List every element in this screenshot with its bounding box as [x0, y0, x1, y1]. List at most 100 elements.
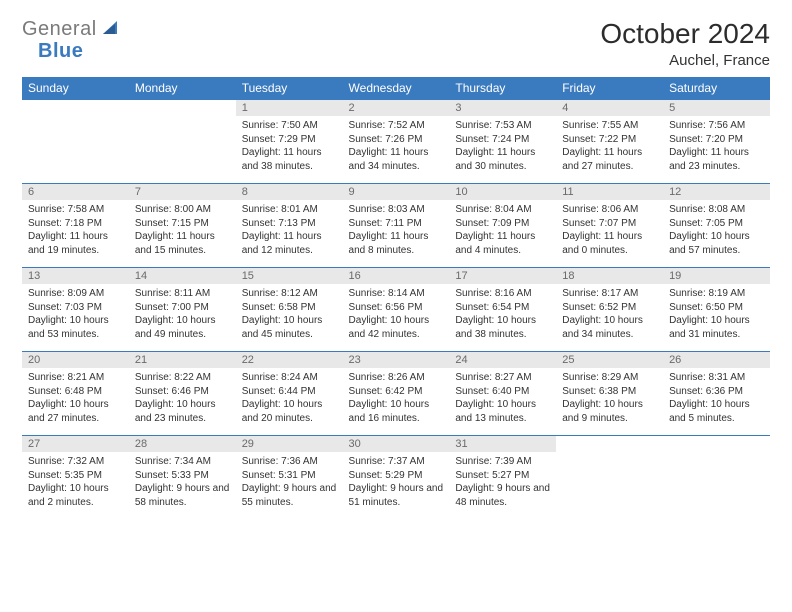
- calendar-day: 5Sunrise: 7:56 AMSunset: 7:20 PMDaylight…: [663, 100, 770, 184]
- calendar-week: 13Sunrise: 8:09 AMSunset: 7:03 PMDayligh…: [22, 268, 770, 352]
- calendar-day: 29Sunrise: 7:36 AMSunset: 5:31 PMDayligh…: [236, 436, 343, 520]
- day-body: Sunrise: 8:06 AMSunset: 7:07 PMDaylight:…: [556, 200, 663, 260]
- calendar-day: 26Sunrise: 8:31 AMSunset: 6:36 PMDayligh…: [663, 352, 770, 436]
- calendar-table: SundayMondayTuesdayWednesdayThursdayFrid…: [22, 77, 770, 520]
- day-number: 29: [236, 436, 343, 452]
- calendar-day: 27Sunrise: 7:32 AMSunset: 5:35 PMDayligh…: [22, 436, 129, 520]
- day-number: 28: [129, 436, 236, 452]
- day-number: 17: [449, 268, 556, 284]
- day-body: Sunrise: 8:26 AMSunset: 6:42 PMDaylight:…: [343, 368, 450, 428]
- calendar-day: 13Sunrise: 8:09 AMSunset: 7:03 PMDayligh…: [22, 268, 129, 352]
- day-number: 11: [556, 184, 663, 200]
- day-number: 6: [22, 184, 129, 200]
- day-body: Sunrise: 8:08 AMSunset: 7:05 PMDaylight:…: [663, 200, 770, 260]
- day-body: Sunrise: 7:58 AMSunset: 7:18 PMDaylight:…: [22, 200, 129, 260]
- day-number: 20: [22, 352, 129, 368]
- calendar-day: 3Sunrise: 7:53 AMSunset: 7:24 PMDaylight…: [449, 100, 556, 184]
- day-number: 19: [663, 268, 770, 284]
- calendar-day: 9Sunrise: 8:03 AMSunset: 7:11 PMDaylight…: [343, 184, 450, 268]
- calendar-day: 20Sunrise: 8:21 AMSunset: 6:48 PMDayligh…: [22, 352, 129, 436]
- day-body: Sunrise: 8:17 AMSunset: 6:52 PMDaylight:…: [556, 284, 663, 344]
- day-number: 14: [129, 268, 236, 284]
- day-body: Sunrise: 7:34 AMSunset: 5:33 PMDaylight:…: [129, 452, 236, 512]
- day-body: Sunrise: 7:56 AMSunset: 7:20 PMDaylight:…: [663, 116, 770, 176]
- calendar-day: 4Sunrise: 7:55 AMSunset: 7:22 PMDaylight…: [556, 100, 663, 184]
- day-number: 16: [343, 268, 450, 284]
- calendar-day: 23Sunrise: 8:26 AMSunset: 6:42 PMDayligh…: [343, 352, 450, 436]
- day-body: Sunrise: 7:37 AMSunset: 5:29 PMDaylight:…: [343, 452, 450, 512]
- day-number: 12: [663, 184, 770, 200]
- day-number: 30: [343, 436, 450, 452]
- calendar-body: ....1Sunrise: 7:50 AMSunset: 7:29 PMDayl…: [22, 100, 770, 520]
- day-number: 26: [663, 352, 770, 368]
- day-number: 10: [449, 184, 556, 200]
- calendar-day: 30Sunrise: 7:37 AMSunset: 5:29 PMDayligh…: [343, 436, 450, 520]
- day-number: 25: [556, 352, 663, 368]
- day-number: 31: [449, 436, 556, 452]
- calendar-day: 14Sunrise: 8:11 AMSunset: 7:00 PMDayligh…: [129, 268, 236, 352]
- calendar-day: 12Sunrise: 8:08 AMSunset: 7:05 PMDayligh…: [663, 184, 770, 268]
- weekday-header: Friday: [556, 77, 663, 100]
- day-body: Sunrise: 7:52 AMSunset: 7:26 PMDaylight:…: [343, 116, 450, 176]
- calendar-week: 27Sunrise: 7:32 AMSunset: 5:35 PMDayligh…: [22, 436, 770, 520]
- day-body: Sunrise: 7:53 AMSunset: 7:24 PMDaylight:…: [449, 116, 556, 176]
- location: Auchel, France: [600, 52, 770, 69]
- weekday-row: SundayMondayTuesdayWednesdayThursdayFrid…: [22, 77, 770, 100]
- weekday-header: Wednesday: [343, 77, 450, 100]
- calendar-day: 7Sunrise: 8:00 AMSunset: 7:15 PMDaylight…: [129, 184, 236, 268]
- calendar-day: 21Sunrise: 8:22 AMSunset: 6:46 PMDayligh…: [129, 352, 236, 436]
- day-number: 21: [129, 352, 236, 368]
- day-body: Sunrise: 8:27 AMSunset: 6:40 PMDaylight:…: [449, 368, 556, 428]
- day-number: 15: [236, 268, 343, 284]
- day-number: 8: [236, 184, 343, 200]
- logo: General: [22, 18, 123, 41]
- day-number: 7: [129, 184, 236, 200]
- header: General October 2024 Auchel, France: [22, 18, 770, 69]
- logo-sub: Blue: [38, 40, 83, 63]
- calendar-day: 8Sunrise: 8:01 AMSunset: 7:13 PMDaylight…: [236, 184, 343, 268]
- weekday-header: Sunday: [22, 77, 129, 100]
- calendar-day: ..: [556, 436, 663, 520]
- calendar-day: 10Sunrise: 8:04 AMSunset: 7:09 PMDayligh…: [449, 184, 556, 268]
- weekday-header: Monday: [129, 77, 236, 100]
- calendar-day: 2Sunrise: 7:52 AMSunset: 7:26 PMDaylight…: [343, 100, 450, 184]
- day-body: Sunrise: 8:04 AMSunset: 7:09 PMDaylight:…: [449, 200, 556, 260]
- day-body: Sunrise: 8:31 AMSunset: 6:36 PMDaylight:…: [663, 368, 770, 428]
- weekday-header: Thursday: [449, 77, 556, 100]
- day-body: Sunrise: 7:55 AMSunset: 7:22 PMDaylight:…: [556, 116, 663, 176]
- day-number: 27: [22, 436, 129, 452]
- calendar-day: 22Sunrise: 8:24 AMSunset: 6:44 PMDayligh…: [236, 352, 343, 436]
- weekday-header: Saturday: [663, 77, 770, 100]
- day-number: 2: [343, 100, 450, 116]
- calendar-day: 17Sunrise: 8:16 AMSunset: 6:54 PMDayligh…: [449, 268, 556, 352]
- calendar-day: 19Sunrise: 8:19 AMSunset: 6:50 PMDayligh…: [663, 268, 770, 352]
- calendar-day: 18Sunrise: 8:17 AMSunset: 6:52 PMDayligh…: [556, 268, 663, 352]
- day-body: Sunrise: 8:16 AMSunset: 6:54 PMDaylight:…: [449, 284, 556, 344]
- day-body: Sunrise: 8:09 AMSunset: 7:03 PMDaylight:…: [22, 284, 129, 344]
- day-body: Sunrise: 7:39 AMSunset: 5:27 PMDaylight:…: [449, 452, 556, 512]
- day-body: Sunrise: 8:11 AMSunset: 7:00 PMDaylight:…: [129, 284, 236, 344]
- day-body: Sunrise: 8:22 AMSunset: 6:46 PMDaylight:…: [129, 368, 236, 428]
- calendar-day: ..: [129, 100, 236, 184]
- day-body: Sunrise: 8:21 AMSunset: 6:48 PMDaylight:…: [22, 368, 129, 428]
- calendar-day: 15Sunrise: 8:12 AMSunset: 6:58 PMDayligh…: [236, 268, 343, 352]
- calendar-day: ..: [22, 100, 129, 184]
- calendar-day: 1Sunrise: 7:50 AMSunset: 7:29 PMDaylight…: [236, 100, 343, 184]
- day-number: 13: [22, 268, 129, 284]
- calendar-week: ....1Sunrise: 7:50 AMSunset: 7:29 PMDayl…: [22, 100, 770, 184]
- calendar-day: 25Sunrise: 8:29 AMSunset: 6:38 PMDayligh…: [556, 352, 663, 436]
- day-number: 22: [236, 352, 343, 368]
- day-body: Sunrise: 7:36 AMSunset: 5:31 PMDaylight:…: [236, 452, 343, 512]
- calendar-day: 31Sunrise: 7:39 AMSunset: 5:27 PMDayligh…: [449, 436, 556, 520]
- title-block: October 2024 Auchel, France: [600, 18, 770, 69]
- day-body: Sunrise: 7:50 AMSunset: 7:29 PMDaylight:…: [236, 116, 343, 176]
- day-body: Sunrise: 8:29 AMSunset: 6:38 PMDaylight:…: [556, 368, 663, 428]
- day-body: Sunrise: 8:03 AMSunset: 7:11 PMDaylight:…: [343, 200, 450, 260]
- day-body: Sunrise: 8:01 AMSunset: 7:13 PMDaylight:…: [236, 200, 343, 260]
- day-number: 24: [449, 352, 556, 368]
- weekday-header: Tuesday: [236, 77, 343, 100]
- calendar-day: 24Sunrise: 8:27 AMSunset: 6:40 PMDayligh…: [449, 352, 556, 436]
- day-body: Sunrise: 8:14 AMSunset: 6:56 PMDaylight:…: [343, 284, 450, 344]
- logo-text-1: General: [22, 18, 97, 41]
- day-body: Sunrise: 8:00 AMSunset: 7:15 PMDaylight:…: [129, 200, 236, 260]
